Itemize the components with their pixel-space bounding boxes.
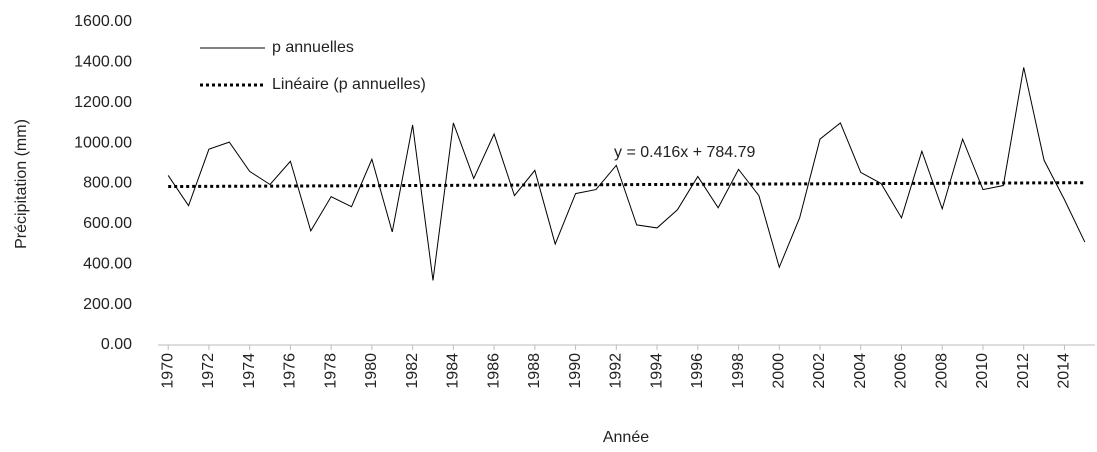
x-tick-label: 1976 [282, 353, 299, 389]
x-axis-label: Année [603, 429, 649, 446]
y-tick-label: 1600.00 [74, 13, 132, 30]
legend-label: Linéaire (p annuelles) [272, 76, 426, 93]
y-tick-label: 200.00 [83, 296, 132, 313]
x-tick-label: 2008 [933, 353, 950, 389]
y-tick-label: 1200.00 [74, 94, 132, 111]
x-tick-label: 2010 [974, 353, 991, 389]
y-tick-label: 400.00 [83, 255, 132, 272]
y-tick-label: 1000.00 [74, 134, 132, 151]
x-tick-label: 1982 [404, 353, 421, 389]
data-line [167, 67, 1086, 281]
x-tick-label: 1986 [485, 353, 502, 389]
x-tick-label: 1980 [363, 353, 380, 389]
x-tick-label: 2000 [770, 353, 787, 389]
y-tick-label: 0.00 [101, 336, 132, 353]
data-line [168, 181, 1085, 189]
y-tick-label: 1400.00 [74, 54, 132, 71]
x-tick-label: 1988 [526, 353, 543, 389]
x-tick-label: 1972 [200, 353, 217, 389]
trend-equation: y = 0.416x + 784.79 [614, 144, 756, 161]
x-tick-label: 1998 [730, 353, 747, 389]
x-tick-label: 2006 [893, 353, 910, 389]
x-tick-label: 2014 [1056, 353, 1073, 389]
y-axis-label: Précipitation (mm) [13, 119, 30, 249]
legend-label: p annuelles [272, 39, 354, 56]
y-tick-label: 600.00 [83, 215, 132, 232]
x-tick-label: 1994 [648, 353, 665, 389]
x-tick-label: 1970 [159, 353, 176, 389]
x-tick-label: 1984 [445, 353, 462, 389]
x-tick-label: 2002 [811, 353, 828, 389]
x-tick-label: 1990 [567, 353, 584, 389]
y-tick-label: 800.00 [83, 175, 132, 192]
x-tick-label: 1978 [322, 353, 339, 389]
x-tick-label: 1974 [241, 353, 258, 389]
x-tick-label: 1996 [689, 353, 706, 389]
x-tick-label: 1992 [608, 353, 625, 389]
x-tick-label: 2012 [1015, 353, 1032, 389]
x-tick-label: 2004 [852, 353, 869, 389]
